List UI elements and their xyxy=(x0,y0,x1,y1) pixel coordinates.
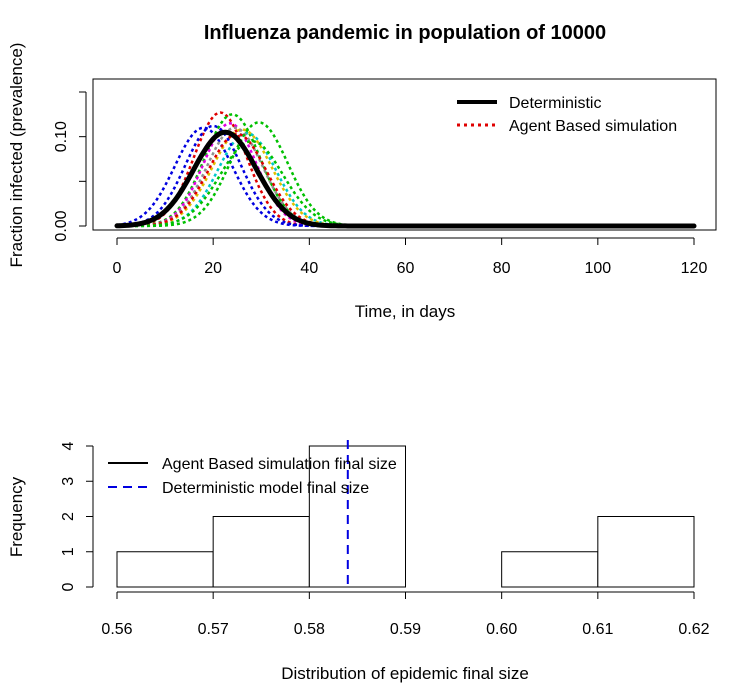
histogram-bar-5 xyxy=(501,551,599,588)
bottom-y-tick-label: 4 xyxy=(60,441,77,450)
top-x-tick-label: 80 xyxy=(493,260,511,277)
histogram-bar-1 xyxy=(116,551,214,588)
top-panel: Influenza pandemic in population of 1000… xyxy=(7,22,717,321)
legend-label-deterministic: Deterministic xyxy=(509,95,601,112)
bottom-x-axis: 0.56 0.57 0.58 0.59 0.60 0.61 0.62 xyxy=(101,591,710,638)
histogram-bar-6 xyxy=(597,516,695,588)
top-y-tick-label: 0.00 xyxy=(53,210,70,241)
top-plot-box xyxy=(92,78,717,231)
top-x-axis: 0 20 40 60 80 100 120 xyxy=(113,237,708,277)
bottom-x-tick-label: 0.58 xyxy=(294,621,325,638)
bottom-x-tick-label: 0.56 xyxy=(101,621,132,638)
top-y-axis: 0.00 0.10 xyxy=(53,91,87,242)
top-x-tick-label: 60 xyxy=(397,260,415,277)
legend-label-agent-based: Agent Based simulation xyxy=(509,118,677,135)
top-x-tick-label: 100 xyxy=(584,260,611,277)
bottom-y-tick-label: 0 xyxy=(60,582,77,591)
top-y-axis-label: Fraction infected (prevalence) xyxy=(7,43,26,268)
bottom-panel: 0.56 0.57 0.58 0.59 0.60 0.61 0.62 0 1 2 3 4 Distr… xyxy=(7,440,710,683)
bottom-y-tick-label: 3 xyxy=(60,477,77,486)
histogram-bars xyxy=(116,445,695,588)
bottom-y-axis-label: Frequency xyxy=(7,476,26,557)
top-x-tick-label: 0 xyxy=(113,260,122,277)
bottom-legend: Agent Based simulation final size Determ… xyxy=(108,456,397,497)
histogram-bar-3 xyxy=(308,445,407,588)
legend-label-deterministic-final-size: Deterministic model final size xyxy=(162,480,369,497)
histogram-bar-2 xyxy=(212,516,310,588)
legend-label-agent-based-final-size: Agent Based simulation final size xyxy=(162,456,397,473)
top-x-axis-label: Time, in days xyxy=(355,302,455,321)
deterministic-curve xyxy=(114,129,697,229)
top-y-tick-label: 0.10 xyxy=(53,121,70,152)
top-x-tick-label: 40 xyxy=(300,260,318,277)
bottom-x-axis-label: Distribution of epidemic final size xyxy=(281,664,529,683)
top-series-group xyxy=(114,111,697,229)
bottom-y-tick-label: 2 xyxy=(60,512,77,521)
top-chart-title: Influenza pandemic in population of 1000… xyxy=(204,22,606,44)
top-x-tick-label: 120 xyxy=(681,260,708,277)
bottom-x-tick-label: 0.60 xyxy=(486,621,517,638)
sim-curve-9 xyxy=(117,121,358,228)
bottom-x-tick-label: 0.57 xyxy=(198,621,229,638)
top-legend: Deterministic Agent Based simulation xyxy=(457,95,677,135)
bottom-y-axis: 0 1 2 3 4 xyxy=(60,441,94,591)
sim-curve-2 xyxy=(117,113,358,228)
bottom-x-tick-label: 0.62 xyxy=(678,621,709,638)
top-x-tick-label: 20 xyxy=(204,260,222,277)
bottom-x-tick-label: 0.59 xyxy=(390,621,421,638)
sim-curve-10 xyxy=(116,124,358,228)
bottom-x-tick-label: 0.61 xyxy=(582,621,613,638)
bottom-y-tick-label: 1 xyxy=(60,547,77,556)
sim-curve-6 xyxy=(117,128,358,228)
